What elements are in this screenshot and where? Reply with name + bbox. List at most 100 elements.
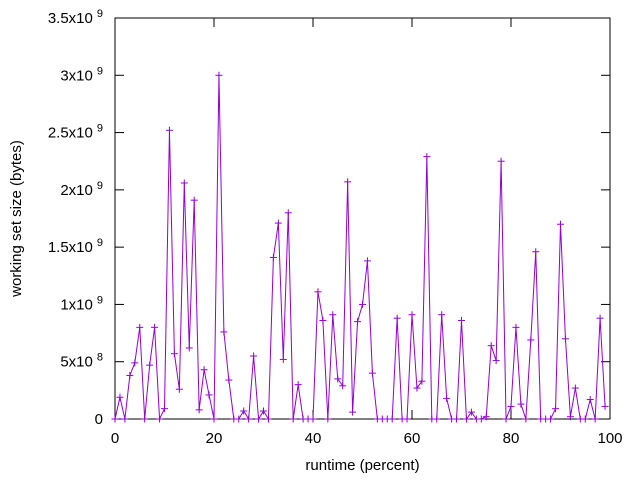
data-point-marker (334, 375, 342, 383)
y-tick-label-exponent: 8 (97, 352, 103, 364)
y-tick-label-base: 3x10 (60, 67, 93, 84)
data-point-marker (443, 394, 451, 402)
data-point-marker (363, 257, 371, 265)
data-point-marker (279, 355, 287, 363)
plot-frame (114, 17, 611, 420)
y-tick-label: 5x10 8 (60, 352, 103, 371)
y-tick-label-exponent: 9 (97, 237, 103, 249)
data-point-marker (467, 408, 475, 416)
data-point-marker (359, 300, 366, 308)
data-point-marker (527, 336, 535, 344)
data-point-marker (136, 323, 144, 331)
data-point-marker (462, 415, 470, 423)
data-point-marker (121, 415, 129, 423)
series-line (114, 75, 606, 421)
data-point-marker (245, 415, 253, 423)
data-point-marker (235, 415, 243, 423)
y-tick-label-base: 2.5x10 (48, 125, 93, 142)
data-point-marker (269, 253, 277, 261)
data-point-marker (180, 179, 188, 187)
y-tick-label-exponent: 9 (97, 294, 103, 306)
data-point-marker (274, 219, 282, 227)
data-point-marker (314, 288, 322, 296)
data-point-marker (433, 415, 441, 423)
data-point-marker (408, 311, 416, 319)
y-tick-label-exponent: 9 (97, 180, 103, 192)
data-point-marker (220, 328, 228, 336)
y-tick-label-exponent: 9 (97, 123, 103, 135)
y-tick-label-base: 1x10 (60, 296, 93, 313)
data-point-marker (571, 384, 579, 392)
data-point-marker (418, 377, 426, 385)
data-point-marker (165, 126, 173, 134)
data-point-marker (240, 407, 248, 415)
data-point-marker (532, 248, 540, 256)
data-point-marker (492, 357, 500, 365)
data-point-marker (581, 415, 589, 423)
x-tick-label: 20 (206, 430, 223, 447)
data-point-marker (309, 415, 317, 423)
data-point-marker (423, 153, 431, 161)
data-point-marker (517, 400, 525, 408)
data-point-marker (284, 209, 292, 217)
data-point-marker (225, 376, 233, 384)
y-tick-label: 1.5x10 9 (48, 237, 103, 256)
data-point-marker (289, 415, 297, 423)
data-point-marker (195, 406, 203, 414)
x-tick-label: 80 (503, 430, 520, 447)
y-tick-label-base: 0 (95, 411, 103, 428)
data-point-marker (552, 405, 560, 413)
x-tick-label: 60 (404, 430, 421, 447)
data-point-marker (344, 178, 352, 186)
data-point-marker (512, 323, 520, 331)
data-point-marker (339, 382, 347, 390)
y-tick-label-exponent: 9 (97, 65, 103, 77)
y-tick-label-exponent: 9 (97, 8, 103, 20)
data-point-marker (458, 316, 465, 324)
data-point-marker (329, 311, 337, 319)
x-tick-label: 0 (111, 430, 119, 447)
data-point-marker (557, 220, 564, 228)
data-point-marker (453, 415, 461, 423)
data-point-marker (354, 318, 362, 326)
data-point-marker (591, 415, 599, 423)
data-point-marker (566, 413, 574, 421)
data-point-marker (368, 369, 376, 377)
data-point-marker (161, 405, 168, 413)
data-point-marker (175, 385, 183, 393)
data-point-marker (141, 415, 149, 423)
data-point-marker (487, 342, 495, 350)
data-point-marker (388, 415, 396, 423)
series-layer (111, 71, 609, 423)
data-point-marker (156, 415, 164, 423)
data-point-marker (319, 316, 327, 324)
data-point-marker (210, 415, 218, 423)
x-tick-label: 40 (305, 430, 322, 447)
data-point-marker (264, 415, 272, 423)
data-point-marker (477, 415, 485, 423)
data-point-marker (185, 344, 193, 352)
data-point-marker (547, 415, 555, 423)
y-tick-label: 0 (95, 411, 103, 428)
data-point-marker (260, 407, 267, 415)
y-axis-label: working set size (bytes) (8, 140, 25, 298)
data-point-marker (190, 196, 198, 204)
data-point-marker (255, 415, 263, 423)
y-tick-label-base: 1.5x10 (48, 239, 93, 256)
data-point-marker (413, 384, 421, 392)
data-point-marker (502, 415, 510, 423)
y-tick-label-base: 2x10 (60, 182, 93, 199)
data-point-marker (507, 402, 515, 410)
data-point-marker (151, 323, 159, 331)
data-point-marker (170, 350, 178, 358)
y-tick-label: 3.5x10 9 (48, 8, 103, 27)
data-point-marker (111, 415, 119, 423)
data-point-marker (438, 311, 446, 319)
data-point-marker (596, 314, 604, 322)
data-point-marker (601, 402, 609, 410)
data-point-marker (131, 359, 139, 367)
y-tick-label-base: 3.5x10 (48, 10, 93, 27)
data-point-marker (482, 413, 490, 421)
